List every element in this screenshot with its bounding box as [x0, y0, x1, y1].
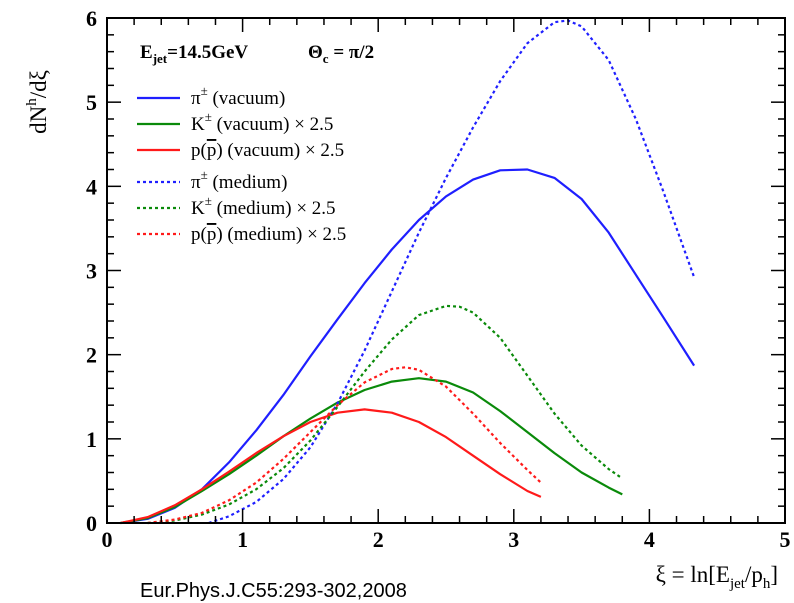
series-line-4	[147, 304, 623, 525]
legend-label-2: p(p) (vacuum) × 2.5	[191, 140, 344, 161]
y-tick-label: 1	[86, 427, 97, 452]
legend-medium: (vacuum)	[212, 114, 290, 135]
x-tick-label: 3	[508, 527, 519, 552]
x-tick-label: 5	[780, 527, 791, 552]
series-line-5	[147, 366, 542, 525]
x-axis-label-mid: /p	[745, 562, 763, 587]
legend-scale-factor: × 2.5	[307, 224, 346, 245]
legend-scale-factor: × 2.5	[300, 140, 344, 161]
legend-label-1: K± (vacuum) × 2.5	[191, 109, 333, 135]
y-axis-label-a: dN	[26, 105, 51, 134]
y-tick-label: 6	[86, 6, 97, 31]
x-tick-label: 0	[102, 527, 113, 552]
legend-scale-factor: × 2.5	[289, 114, 333, 135]
x-tick-label: 2	[373, 527, 384, 552]
legend-medium: (vacuum)	[208, 88, 286, 109]
legend-particle: p(	[191, 224, 207, 245]
legend: π± (vacuum)K± (vacuum) × 2.5p(p) (vacuum…	[137, 83, 346, 245]
x-axis-label: ξ = ln[Ejet/ph]	[656, 562, 778, 592]
header-energy-value: =14.5GeV	[167, 42, 248, 63]
axis-ticks: 0 1 2 3 4 5 0 1 2 3 4 5 6	[86, 6, 791, 552]
legend-charge: ±	[205, 109, 212, 124]
legend-label-0: π± (vacuum)	[191, 83, 285, 109]
series-line-0	[120, 168, 696, 525]
header-angle-value: = π/2	[329, 42, 375, 63]
legend-scale-factor: × 2.5	[296, 198, 335, 219]
axis-labels: dNh/dξξ = ln[Ejet/ph]Eur.Phys.J.C55:293-…	[24, 70, 778, 602]
header-energy-symbol: E	[140, 42, 153, 63]
legend-label-4: K± (medium) × 2.5	[191, 193, 336, 219]
legend-particle: K	[191, 114, 205, 135]
legend-antiproton: p	[207, 140, 217, 161]
header-energy: Ejet=14.5GeV	[140, 42, 248, 66]
curves-layer	[120, 19, 696, 525]
legend-particle: π	[191, 172, 201, 193]
y-tick-label: 4	[86, 174, 97, 199]
y-tick-label: 0	[86, 511, 97, 536]
y-tick-label: 3	[86, 259, 97, 284]
legend-medium: (medium)	[212, 198, 296, 219]
legend-medium: (medium)	[208, 172, 288, 193]
legend-medium: ) (vacuum)	[216, 140, 300, 161]
legend-particle: K	[191, 198, 205, 219]
x-axis-label-sub2: h	[763, 576, 771, 592]
series-line-2	[120, 408, 542, 525]
header-angle-symbol: Θ	[308, 42, 323, 63]
header-energy-sub: jet	[152, 51, 168, 66]
header-angle: Θc = π/2	[308, 42, 374, 66]
plot-header: Ejet=14.5GeV Θc = π/2	[140, 42, 374, 66]
legend-label-5: p(p) (medium) × 2.5	[191, 224, 346, 245]
legend-medium: ) (medium)	[216, 224, 307, 245]
x-axis-label-sub1: jet	[729, 576, 746, 592]
y-tick-label: 5	[86, 90, 97, 115]
y-tick-label: 2	[86, 343, 97, 368]
citation: Eur.Phys.J.C55:293-302,2008	[140, 580, 407, 602]
legend-charge: ±	[205, 193, 212, 208]
y-axis-label-b: /dξ	[26, 70, 51, 98]
series-line-1	[120, 377, 623, 525]
x-tick-label: 4	[644, 527, 655, 552]
legend-antiproton: p	[207, 224, 217, 245]
x-axis-label-main: ξ = ln[E	[656, 562, 730, 587]
legend-label-3: π± (medium)	[191, 167, 287, 193]
y-axis-label: dNh/dξ	[24, 70, 51, 134]
x-tick-label: 1	[237, 527, 248, 552]
y-axis-label-sup: h	[24, 98, 40, 106]
legend-charge: ±	[201, 83, 208, 98]
legend-particle: p(	[191, 140, 207, 161]
legend-charge: ±	[201, 167, 208, 182]
header-angle-sub: c	[323, 51, 329, 66]
x-axis-label-end: ]	[770, 562, 778, 587]
legend-particle: π	[191, 88, 201, 109]
